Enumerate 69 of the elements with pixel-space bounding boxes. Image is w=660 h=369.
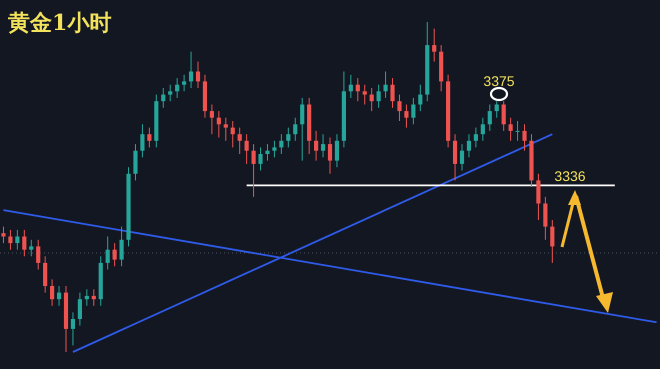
candlestick (251, 144, 256, 198)
candlestick (70, 312, 76, 346)
candlestick (356, 78, 360, 102)
candlestick (376, 84, 381, 108)
candlestick (147, 127, 152, 148)
candlestick (383, 71, 388, 98)
candlestick (56, 286, 62, 306)
candlestick (1, 226, 6, 244)
candlestick (452, 134, 458, 181)
candlestick (29, 239, 34, 257)
candlestick (210, 104, 214, 135)
candlestick (480, 117, 485, 142)
candlestick (466, 134, 472, 158)
candlestick (328, 137, 332, 174)
candlestick (411, 97, 416, 125)
candlestick (133, 144, 138, 181)
candlestick (508, 117, 513, 142)
candlestick (550, 220, 554, 264)
candlestick (50, 278, 54, 306)
annotation: 3375 (483, 73, 515, 89)
candlestick (22, 229, 26, 257)
candlestick (404, 104, 409, 128)
candlestick (188, 51, 194, 88)
candlestick (36, 239, 40, 270)
candlestick (78, 292, 82, 326)
candlestick (230, 120, 235, 148)
candlestick (43, 256, 48, 294)
candlestick (334, 134, 340, 168)
annotation: 3336 (554, 168, 586, 184)
candlestick (370, 88, 374, 112)
candlestick (8, 229, 13, 250)
candlestick (175, 78, 180, 98)
candlestick (460, 144, 464, 171)
candlestick (522, 124, 527, 152)
candlestick (397, 94, 402, 122)
candlestick (258, 146, 263, 171)
candlestick (320, 134, 326, 158)
candlestick (293, 117, 298, 142)
candlestick (168, 84, 172, 102)
candlestick (244, 134, 249, 164)
candlestick (286, 127, 290, 148)
candlestick (238, 127, 242, 154)
candlestick (106, 236, 110, 270)
candlestick (348, 74, 353, 98)
candlestick (92, 288, 96, 306)
candlestick (488, 104, 492, 132)
candlestick (543, 196, 548, 240)
candlestick (15, 229, 20, 250)
candlestick (279, 134, 284, 154)
candlestick (432, 28, 436, 62)
candlestick (314, 130, 318, 162)
candlestick (494, 100, 499, 118)
candlestick (216, 110, 221, 138)
candlestick (474, 127, 478, 148)
candlestick (112, 242, 117, 267)
candlestick (390, 78, 395, 108)
candlestick (536, 173, 541, 220)
candlestick (515, 120, 520, 142)
candlestick (161, 88, 166, 108)
candlestick (300, 97, 304, 162)
candlestick (196, 61, 200, 88)
candlestick (362, 84, 367, 105)
chart-title: 黄金1小时 (7, 10, 112, 36)
candlestick (119, 226, 124, 267)
candlestick (224, 117, 228, 142)
candlestick (140, 124, 145, 158)
candlestick (265, 144, 270, 162)
candlestick (502, 100, 506, 132)
candlestick (418, 84, 422, 112)
